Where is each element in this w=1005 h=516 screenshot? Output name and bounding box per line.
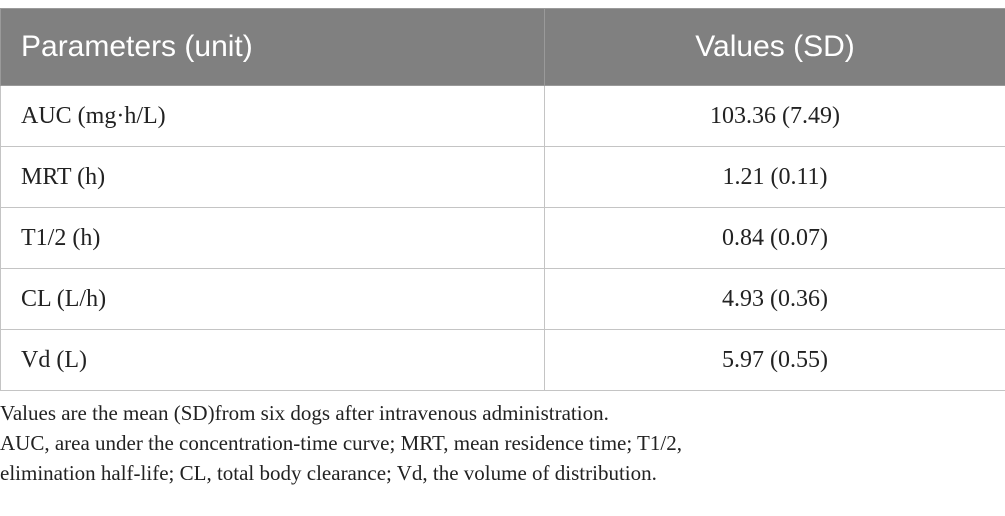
footnote-line-2: AUC, area under the concentration-time c… [0,431,682,455]
value-cell: 1.21 (0.11) [544,146,1005,208]
value-cell: 4.93 (0.36) [544,268,1005,330]
table-footnotes: Values are the mean (SD)from six dogs af… [0,398,1000,488]
value-cell: 103.36 (7.49) [544,85,1005,147]
header-row: Parameters (unit) Values (SD) [0,8,1005,86]
header-parameters: Parameters (unit) [0,8,545,86]
value-cell: 0.84 (0.07) [544,207,1005,269]
footnote-line-3: elimination half-life; CL, total body cl… [0,461,657,485]
parameter-cell: T1/2 (h) [0,207,545,269]
footnote-line-1: Values are the mean (SD)from six dogs af… [0,401,609,425]
parameter-cell: CL (L/h) [0,268,545,330]
header-values: Values (SD) [544,8,1005,86]
pharmacokinetic-table-container: Parameters (unit) Values (SD) AUC (mg·h/… [0,8,1005,391]
value-cell: 5.97 (0.55) [544,329,1005,391]
table-row: Vd (L) 5.97 (0.55) [0,329,1005,391]
pharmacokinetic-table: Parameters (unit) Values (SD) AUC (mg·h/… [0,8,1005,391]
table-body: AUC (mg·h/L) 103.36 (7.49) MRT (h) 1.21 … [0,85,1005,391]
parameter-cell: Vd (L) [0,329,545,391]
table-row: CL (L/h) 4.93 (0.36) [0,268,1005,330]
table-row: T1/2 (h) 0.84 (0.07) [0,207,1005,269]
table-row: MRT (h) 1.21 (0.11) [0,146,1005,208]
table-row: AUC (mg·h/L) 103.36 (7.49) [0,85,1005,147]
parameter-cell: MRT (h) [0,146,545,208]
parameter-cell: AUC (mg·h/L) [0,85,545,147]
table-header: Parameters (unit) Values (SD) [0,8,1005,86]
